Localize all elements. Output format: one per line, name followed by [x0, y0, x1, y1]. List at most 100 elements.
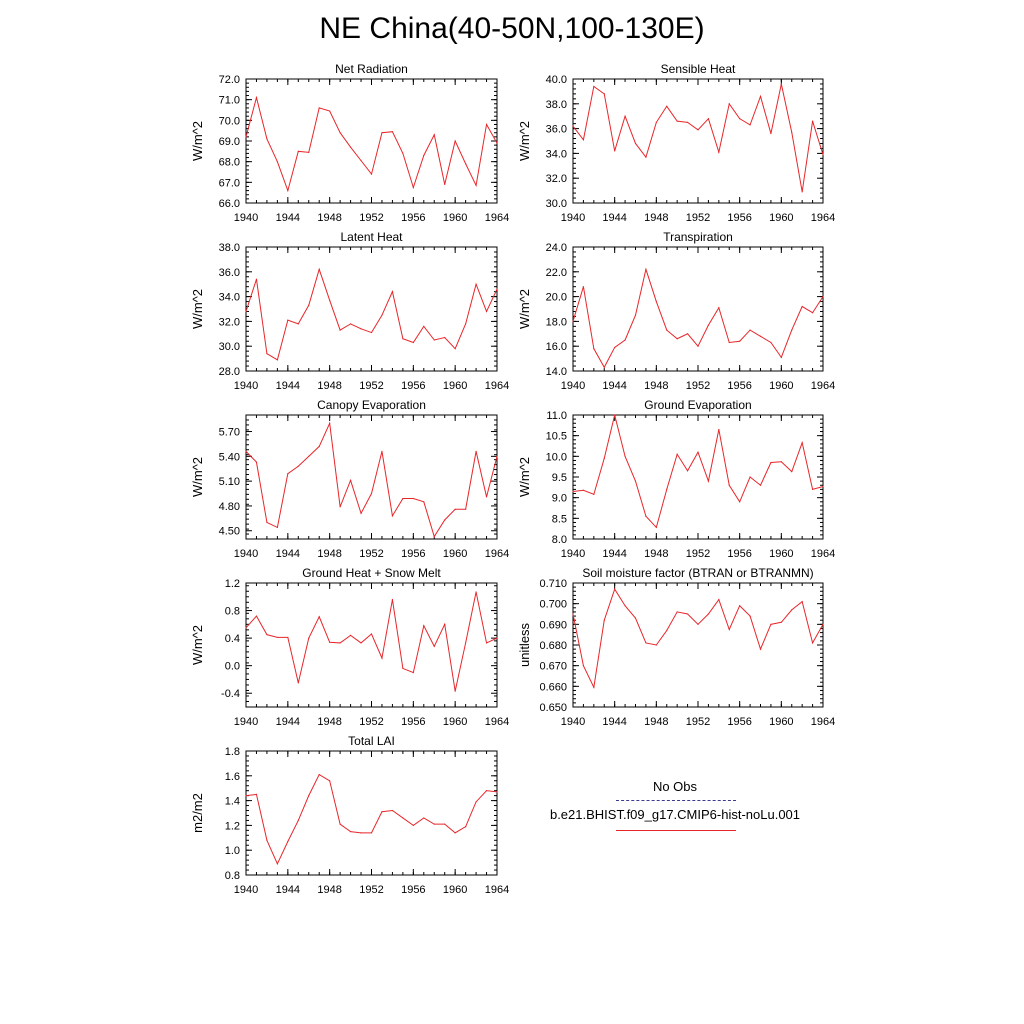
data-point: [465, 508, 467, 510]
x-tick-label: 1960: [769, 716, 793, 728]
data-point: [759, 95, 762, 97]
plot-frame: [572, 246, 824, 372]
x-tick-label: 1948: [317, 212, 341, 224]
y-tick-label: 40.0: [546, 74, 567, 86]
data-point: [697, 623, 699, 625]
y-tick-label: 0.4: [225, 633, 240, 645]
x-tick-label: 1964: [485, 380, 509, 392]
y-axis-label: W/m^2: [190, 457, 205, 497]
data-point: [287, 190, 289, 192]
y-tick-label: 68.0: [219, 157, 240, 169]
data-point: [707, 324, 710, 326]
x-tick-label: 1964: [811, 380, 835, 392]
x-tick-label: 1948: [644, 548, 668, 560]
data-point: [349, 146, 352, 148]
data-point: [370, 633, 373, 635]
data-point: [245, 627, 247, 629]
data-point: [433, 535, 435, 538]
data-point: [666, 329, 668, 331]
y-tick-label: 0.690: [539, 619, 567, 631]
data-point: [645, 642, 647, 644]
data-point: [349, 634, 352, 636]
data-point: [318, 773, 320, 776]
x-tick-label: 1952: [359, 884, 383, 896]
x-tick-label: 1960: [443, 716, 467, 728]
data-point: [360, 160, 362, 162]
data-point: [266, 353, 268, 355]
data-point: [780, 83, 782, 85]
data-point: [801, 601, 803, 603]
data-point: [454, 508, 456, 510]
data-point: [349, 479, 352, 481]
data-point: [624, 605, 626, 607]
panel-transpiration: Transpiration W/m^2 1940 1944 1948 1952 1956 19…: [517, 230, 835, 392]
y-tick-label: 71.0: [219, 95, 240, 107]
data-point: [485, 496, 488, 498]
data-point: [603, 457, 605, 459]
y-tick-label: 11.0: [546, 410, 567, 422]
x-tick-label: 1952: [686, 212, 710, 224]
data-point: [780, 356, 782, 358]
y-tick-label: 1.2: [225, 820, 240, 832]
data-point: [791, 329, 793, 331]
data-point: [496, 142, 498, 144]
data-point: [329, 299, 331, 301]
data-point: [666, 629, 668, 632]
y-tick-label: 14.0: [546, 366, 567, 378]
data-point: [245, 310, 247, 313]
y-tick-label: 30.0: [219, 341, 240, 353]
data-point: [686, 470, 689, 472]
data-point: [603, 619, 605, 621]
panel-title: Ground Evaporation: [644, 398, 751, 412]
x-tick-label: 1960: [769, 380, 793, 392]
data-point: [370, 173, 373, 175]
data-point: [402, 497, 404, 500]
x-tick-label: 1952: [359, 548, 383, 560]
x-tick-label: 1944: [276, 548, 300, 560]
x-tick-label: 1956: [401, 884, 425, 896]
data-point: [614, 150, 616, 152]
data-point: [444, 336, 446, 339]
y-tick-label: 10.0: [546, 451, 567, 463]
x-tick-label: 1940: [234, 212, 258, 224]
data-point: [697, 129, 699, 131]
panel-title: Sensible Heat: [661, 62, 736, 76]
data-point: [308, 304, 310, 306]
data-point: [255, 97, 258, 99]
series-line-soil-moisture-factor-btran-or-btranmn: [572, 588, 824, 690]
y-tick-label: 22.0: [546, 267, 567, 279]
y-axis-label: W/m^2: [190, 121, 205, 161]
data-point: [582, 286, 585, 288]
data-point: [412, 497, 414, 500]
x-tick-label: 1956: [401, 212, 425, 224]
data-point: [593, 686, 595, 688]
x-tick-label: 1944: [602, 380, 626, 392]
data-point: [614, 346, 616, 349]
data-point: [412, 824, 414, 827]
data-point: [475, 283, 477, 285]
x-tick-label: 1956: [727, 380, 751, 392]
data-point: [572, 490, 574, 493]
data-point: [454, 690, 456, 692]
data-point: [791, 471, 793, 473]
data-point: [697, 345, 699, 347]
data-point: [444, 623, 446, 625]
data-point: [318, 268, 320, 270]
data-point: [496, 288, 498, 290]
panel-title: Soil moisture factor (BTRAN or BTRANMN): [582, 566, 813, 580]
y-tick-label: 38.0: [546, 99, 567, 111]
x-tick-label: 1944: [276, 380, 300, 392]
x-tick-label: 1952: [359, 212, 383, 224]
data-point: [287, 840, 289, 843]
data-point: [402, 152, 404, 154]
data-point: [811, 312, 814, 314]
data-point: [339, 506, 341, 508]
data-point: [412, 186, 414, 189]
data-point: [811, 488, 814, 490]
data-point: [255, 278, 258, 280]
data-point: [276, 359, 278, 361]
y-tick-label: 1.8: [225, 746, 240, 758]
y-tick-label: 0.660: [539, 681, 567, 693]
data-point: [423, 625, 425, 627]
data-point: [749, 329, 751, 331]
